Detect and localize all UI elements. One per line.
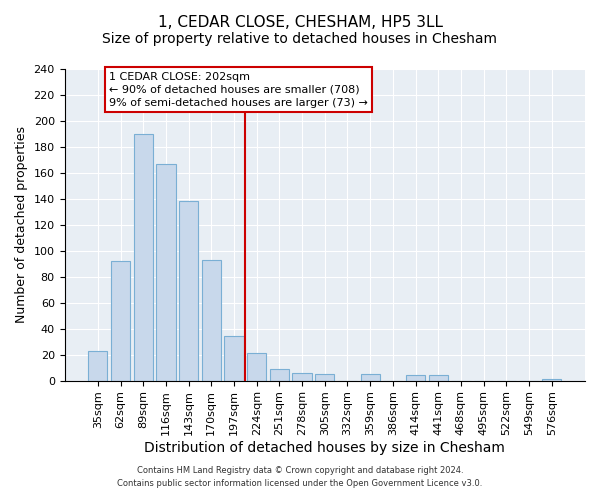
- Bar: [179, 202, 198, 380]
- Bar: [224, 336, 244, 380]
- Y-axis label: Number of detached properties: Number of detached properties: [15, 126, 28, 324]
- Text: 1, CEDAR CLOSE, CHESHAM, HP5 3LL: 1, CEDAR CLOSE, CHESHAM, HP5 3LL: [157, 15, 443, 30]
- Text: Size of property relative to detached houses in Chesham: Size of property relative to detached ho…: [103, 32, 497, 46]
- Bar: [111, 261, 130, 380]
- Bar: [270, 369, 289, 380]
- Bar: [202, 260, 221, 380]
- Text: Contains HM Land Registry data © Crown copyright and database right 2024.
Contai: Contains HM Land Registry data © Crown c…: [118, 466, 482, 487]
- X-axis label: Distribution of detached houses by size in Chesham: Distribution of detached houses by size …: [145, 441, 505, 455]
- Bar: [315, 374, 334, 380]
- Bar: [88, 350, 107, 380]
- Bar: [428, 376, 448, 380]
- Bar: [406, 376, 425, 380]
- Bar: [134, 134, 153, 380]
- Bar: [156, 164, 176, 380]
- Bar: [247, 354, 266, 380]
- Bar: [361, 374, 380, 380]
- Text: 1 CEDAR CLOSE: 202sqm
← 90% of detached houses are smaller (708)
9% of semi-deta: 1 CEDAR CLOSE: 202sqm ← 90% of detached …: [109, 72, 368, 108]
- Bar: [292, 373, 312, 380]
